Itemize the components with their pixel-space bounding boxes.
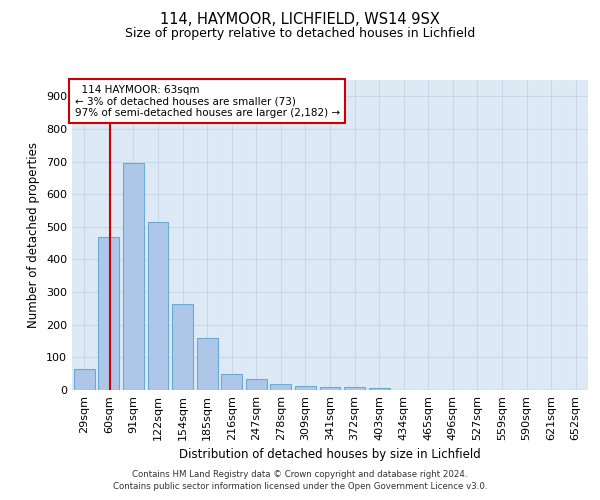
Y-axis label: Number of detached properties: Number of detached properties bbox=[28, 142, 40, 328]
Bar bbox=[221, 374, 242, 390]
Bar bbox=[320, 386, 340, 390]
Text: 114 HAYMOOR: 63sqm
← 3% of detached houses are smaller (73)
97% of semi-detached: 114 HAYMOOR: 63sqm ← 3% of detached hous… bbox=[74, 84, 340, 118]
Bar bbox=[197, 338, 218, 390]
Text: Contains HM Land Registry data © Crown copyright and database right 2024.: Contains HM Land Registry data © Crown c… bbox=[132, 470, 468, 479]
Bar bbox=[172, 304, 193, 390]
Bar bbox=[98, 236, 119, 390]
Text: 114, HAYMOOR, LICHFIELD, WS14 9SX: 114, HAYMOOR, LICHFIELD, WS14 9SX bbox=[160, 12, 440, 28]
Text: Size of property relative to detached houses in Lichfield: Size of property relative to detached ho… bbox=[125, 28, 475, 40]
Bar bbox=[271, 384, 292, 390]
Bar bbox=[246, 378, 267, 390]
Bar bbox=[123, 163, 144, 390]
Bar bbox=[148, 222, 169, 390]
Bar bbox=[74, 369, 95, 390]
Text: Contains public sector information licensed under the Open Government Licence v3: Contains public sector information licen… bbox=[113, 482, 487, 491]
Bar bbox=[344, 386, 365, 390]
X-axis label: Distribution of detached houses by size in Lichfield: Distribution of detached houses by size … bbox=[179, 448, 481, 462]
Bar bbox=[368, 388, 389, 390]
Bar bbox=[295, 386, 316, 390]
